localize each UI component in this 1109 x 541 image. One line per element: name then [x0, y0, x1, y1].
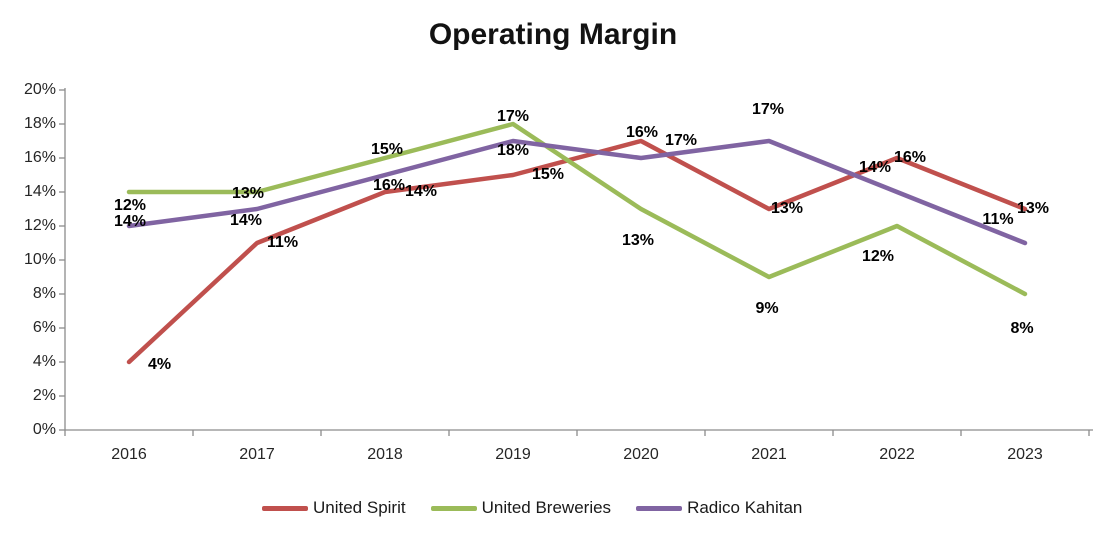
data-label: 16%: [625, 124, 659, 141]
y-axis-label: 2%: [32, 387, 56, 404]
x-axis-label: 2018: [367, 446, 403, 463]
y-axis-label: 18%: [23, 115, 56, 132]
data-label: 12%: [113, 197, 147, 214]
data-label: 16%: [372, 177, 406, 194]
legend-label: United Spirit: [313, 498, 406, 517]
y-axis-label: 6%: [32, 319, 56, 336]
y-axis-label: 20%: [23, 81, 56, 98]
x-axis-label: 2021: [751, 446, 787, 463]
y-axis-label: 16%: [23, 149, 56, 166]
series-line-radico-kahitan: [126, 138, 1028, 246]
chart-title: Operating Margin: [428, 18, 678, 51]
legend-swatch: [430, 505, 477, 511]
data-label: 16%: [894, 149, 927, 166]
data-label: 17%: [665, 132, 698, 149]
x-axis-label: 2022: [879, 446, 915, 463]
data-label: 4%: [148, 356, 172, 373]
series-line-united-spirit: [126, 138, 1028, 365]
y-axis-label: 0%: [32, 421, 56, 438]
data-label: 12%: [861, 248, 895, 265]
series-line-united-breweries: [126, 121, 1028, 297]
data-label: 9%: [755, 300, 779, 317]
x-axis-label: 2017: [239, 446, 275, 463]
data-label: 15%: [370, 141, 404, 158]
legend-label: Radico Kahitan: [687, 498, 803, 517]
legend-item-united-breweries: United Breweries: [430, 498, 612, 518]
data-label: 13%: [231, 185, 265, 202]
x-axis-label: 2019: [495, 446, 531, 463]
legend-swatch: [262, 505, 308, 511]
y-axis-label: 4%: [32, 353, 56, 370]
data-label: 11%: [982, 211, 1014, 228]
data-label: 17%: [751, 101, 785, 118]
data-label: 11%: [267, 234, 299, 251]
data-label: 14%: [229, 212, 263, 229]
y-axis-label: 14%: [23, 183, 56, 200]
legend: United Spirit United Breweries Radico Kahi…: [262, 498, 802, 518]
legend-label: United Breweries: [481, 498, 612, 517]
data-label: 17%: [496, 108, 530, 125]
data-label: 18%: [496, 142, 530, 159]
data-label: 14%: [858, 159, 892, 176]
data-label: 13%: [621, 232, 655, 249]
y-axis-label: 12%: [23, 217, 56, 234]
legend-item-united-spirit: United Spirit: [262, 498, 406, 518]
y-axis-label: 8%: [32, 285, 56, 302]
data-label: 13%: [1017, 200, 1050, 217]
x-axis-label: 2016: [111, 446, 147, 463]
data-label: 15%: [532, 166, 565, 183]
data-label: 13%: [771, 200, 804, 217]
data-label: 14%: [405, 183, 438, 200]
data-label: 14%: [113, 213, 147, 230]
x-axis-label: 2020: [623, 446, 659, 463]
y-axis-label: 10%: [23, 251, 56, 268]
x-axis-label: 2023: [1007, 446, 1043, 463]
legend-item-radico-kahitan: Radico Kahitan: [636, 498, 802, 518]
data-label: 8%: [1010, 320, 1034, 337]
legend-swatch: [636, 505, 683, 511]
